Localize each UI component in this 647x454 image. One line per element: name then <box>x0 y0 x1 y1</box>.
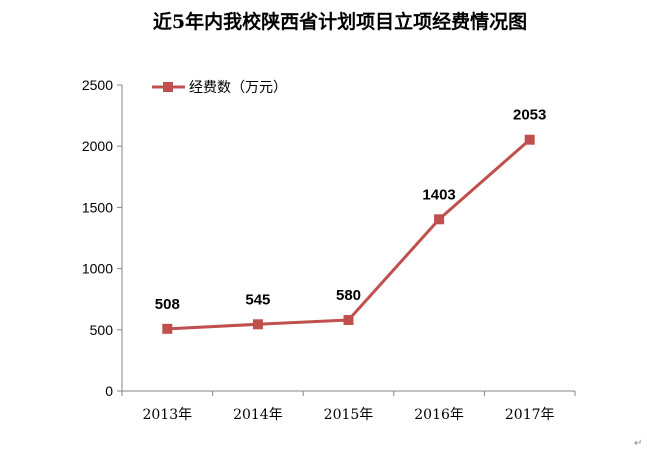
data-label: 1403 <box>422 186 455 203</box>
data-label: 545 <box>245 291 270 308</box>
chart-title: 近5年内我校陕西省计划项目立项经费情况图 <box>153 10 527 33</box>
data-point <box>343 315 354 326</box>
data-point <box>252 319 263 330</box>
plot-area: 508 545 580 1403 2053 <box>155 107 546 334</box>
data-point <box>524 134 535 145</box>
data-label: 580 <box>336 287 361 304</box>
legend-marker-icon <box>163 82 173 92</box>
y-tick-label: 1000 <box>82 261 113 277</box>
x-tick-label: 2017年 <box>505 407 555 423</box>
x-tick-label: 2014年 <box>233 407 283 423</box>
y-tick-label: 2000 <box>82 138 113 154</box>
data-point <box>162 323 173 334</box>
y-tick-label: 0 <box>105 383 113 399</box>
data-label: 508 <box>155 296 180 313</box>
y-tick-label: 2500 <box>82 77 113 93</box>
paragraph-mark: ↵ <box>634 438 642 449</box>
x-tick-label: 2013年 <box>142 407 192 423</box>
data-label: 2053 <box>513 107 546 124</box>
legend-label: 经费数（万元） <box>189 80 287 96</box>
y-tick-label: 1500 <box>82 199 113 215</box>
x-tick-label: 2015年 <box>324 407 374 423</box>
axes: 0 500 1000 1500 2000 2500 2013年 2014年 2015年 2016年… <box>82 77 576 423</box>
data-point <box>434 214 445 225</box>
x-tick-label: 2016年 <box>414 407 464 423</box>
y-tick-label: 500 <box>90 322 114 338</box>
legend: 经费数（万元） <box>152 80 287 96</box>
